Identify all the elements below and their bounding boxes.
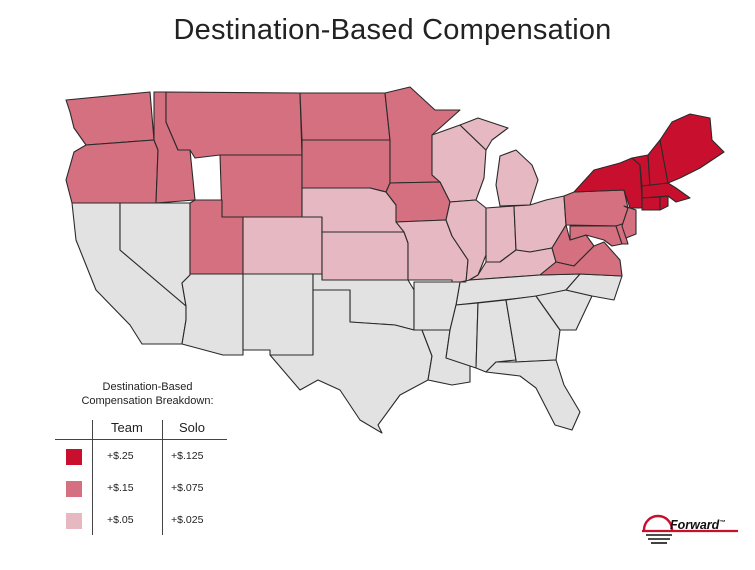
state-montana[interactable]: [165, 91, 303, 159]
forward-logo-text: Forward™: [670, 518, 726, 532]
legend-title: Destination-Based Compensation Breakdown…: [55, 380, 240, 408]
legend: Destination-Based Compensation Breakdown…: [55, 380, 235, 535]
state-kansas[interactable]: [321, 231, 409, 281]
legend-divider-vertical: [162, 420, 163, 535]
legend-divider-horizontal: [55, 439, 227, 440]
state-florida[interactable]: [485, 359, 581, 431]
forward-logo-icon: [642, 514, 738, 544]
legend-team-value: +$.05: [107, 514, 134, 526]
state-connecticut[interactable]: [641, 196, 661, 211]
legend-title-line1: Destination-Based: [102, 381, 193, 393]
state-colorado[interactable]: [242, 216, 323, 275]
legend-title-line2: Compensation Breakdown:: [81, 395, 214, 407]
states-group: [65, 86, 725, 434]
state-wyoming[interactable]: [219, 154, 303, 218]
legend-team-value: +$.25: [107, 450, 134, 462]
state-michigan[interactable]: [459, 117, 539, 207]
state-virginia[interactable]: [539, 241, 623, 277]
forward-logo: Forward™: [640, 510, 740, 550]
state-rhode-island[interactable]: [659, 195, 669, 211]
legend-header-team: Team: [111, 420, 143, 435]
legend-row-mid: +$.15 +$.075: [55, 478, 235, 498]
legend-divider-vertical: [92, 420, 93, 535]
state-south-dakota[interactable]: [301, 139, 391, 193]
legend-swatch-high: [66, 449, 82, 465]
state-new-mexico[interactable]: [242, 273, 314, 356]
legend-team-value: +$.15: [107, 482, 134, 494]
legend-solo-value: +$.125: [171, 450, 204, 462]
state-arizona[interactable]: [181, 273, 244, 356]
legend-table: Team Solo +$.25 +$.125 +$.15 +$.075 +$.0…: [55, 420, 235, 540]
legend-swatch-low: [66, 513, 82, 529]
state-delaware[interactable]: [615, 223, 629, 245]
state-north-dakota[interactable]: [299, 92, 391, 141]
state-oregon[interactable]: [65, 139, 159, 204]
legend-swatch-mid: [66, 481, 82, 497]
legend-row-low: +$.05 +$.025: [55, 510, 235, 530]
state-washington[interactable]: [65, 91, 155, 146]
state-new-jersey[interactable]: [621, 205, 637, 239]
state-iowa[interactable]: [385, 181, 451, 223]
state-maine[interactable]: [659, 113, 725, 184]
state-south-carolina[interactable]: [535, 289, 593, 331]
legend-solo-value: +$.075: [171, 482, 204, 494]
legend-row-high: +$.25 +$.125: [55, 446, 235, 466]
page-title: Destination-Based Compensation: [173, 14, 612, 46]
state-texas[interactable]: [269, 289, 433, 434]
legend-solo-value: +$.025: [171, 514, 204, 526]
legend-header-solo: Solo: [179, 420, 206, 435]
state-pennsylvania[interactable]: [563, 189, 629, 227]
